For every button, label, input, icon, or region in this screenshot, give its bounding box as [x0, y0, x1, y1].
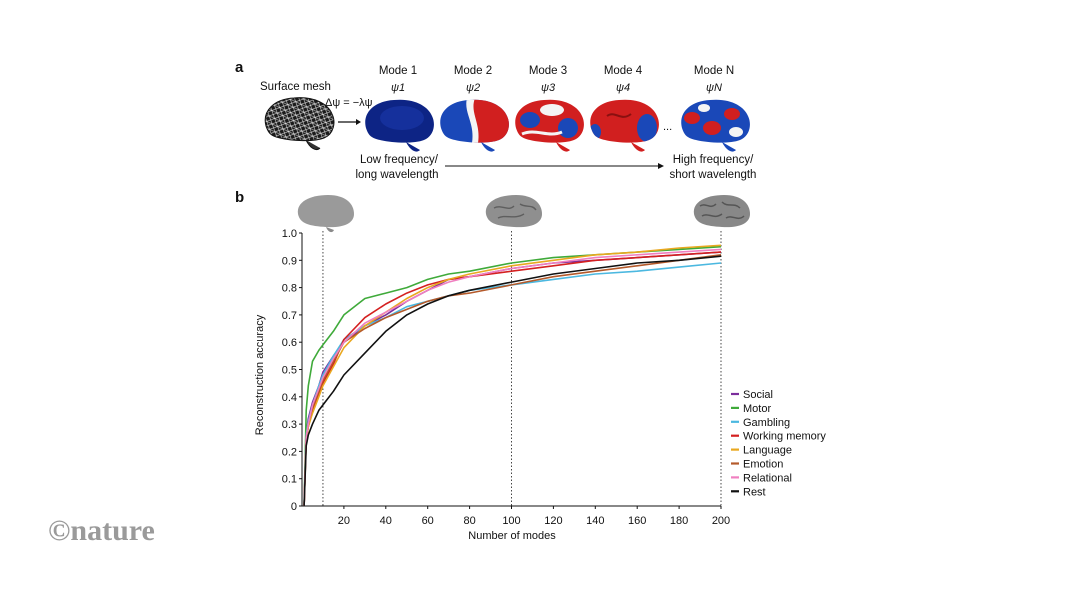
- x-tick-label: 60: [422, 515, 434, 527]
- y-tick-label: 0: [291, 501, 297, 513]
- equation-label: Δψ = −λψ: [325, 97, 373, 109]
- x-tick-label: 100: [502, 515, 520, 527]
- y-tick-label: 0.6: [282, 337, 297, 349]
- series-line-social: [303, 251, 722, 507]
- series-line-language: [303, 244, 722, 507]
- series-line-working-memory: [303, 251, 722, 507]
- series-line-rest: [303, 255, 722, 507]
- legend-label: Motor: [743, 403, 771, 415]
- series-line-emotion: [303, 254, 722, 507]
- x-tick-label: 160: [628, 515, 646, 527]
- mode-3-title: Mode 3: [529, 65, 567, 77]
- legend-label: Rest: [743, 486, 766, 498]
- ellipsis-label: ...: [663, 121, 672, 133]
- folded-brain-image-200: [693, 195, 750, 228]
- series-line-relational: [303, 248, 722, 507]
- mode-4-title: Mode 4: [604, 65, 643, 77]
- legend-label: Emotion: [743, 459, 783, 471]
- mode-4-brain-image: [590, 99, 659, 152]
- surface-mesh-label: Surface mesh: [260, 81, 331, 93]
- long-wavelength-label: long wavelength: [355, 169, 438, 181]
- mode-5-brain-image: [681, 99, 750, 152]
- panel-b-label: b: [235, 189, 244, 206]
- arrow-icon: [338, 119, 361, 125]
- panel-a-label: a: [235, 59, 244, 76]
- legend-label: Working memory: [743, 431, 826, 443]
- y-tick-label: 0.4: [282, 392, 297, 404]
- x-tick-label: 40: [380, 515, 392, 527]
- mode-1-brain-image: [365, 99, 434, 152]
- series-line-gambling: [303, 262, 722, 507]
- mode-3-eigenfunction-label: ψ3: [541, 82, 556, 94]
- legend-label: Gambling: [743, 417, 790, 429]
- mode-2-title: Mode 2: [454, 65, 492, 77]
- nature-logo: ©nature: [48, 514, 155, 547]
- low-frequency-label: Low frequency/: [360, 154, 439, 166]
- mode-2-eigenfunction-label: ψ2: [466, 82, 480, 94]
- x-tick-label: 140: [586, 515, 604, 527]
- legend: Social Motor Gambling Working memory Languag…: [731, 389, 826, 498]
- short-wavelength-label: short wavelength: [670, 169, 757, 181]
- y-tick-label: 0.5: [282, 365, 297, 377]
- y-tick-label: 1.0: [282, 228, 297, 240]
- y-tick-label: 0.2: [282, 446, 297, 458]
- series-line-motor: [303, 245, 722, 507]
- mode-4-eigenfunction-label: ψ4: [616, 82, 630, 94]
- mode-5-eigenfunction-label: ψN: [706, 82, 722, 94]
- smooth-brain-image: [297, 195, 354, 233]
- y-tick-label: 0.9: [282, 255, 297, 267]
- y-tick-label: 0.7: [282, 310, 297, 322]
- mode-1-title: Mode 1: [379, 65, 417, 77]
- surface-mesh-brain-image: [264, 97, 335, 151]
- x-tick-label: 120: [544, 515, 562, 527]
- x-tick-label: 20: [338, 515, 350, 527]
- high-frequency-label: High frequency/: [673, 154, 754, 166]
- y-tick-label: 0.1: [282, 474, 297, 486]
- plot-area: 0 0.1 0.2 0.3 0.4 0.5 0.6 0.7 0.8 0.9 1.0 20 40 60 80 1…: [282, 228, 730, 527]
- legend-label: Social: [743, 389, 773, 401]
- mode-5-title: Mode N: [694, 65, 734, 77]
- y-axis-label: Reconstruction accuracy: [254, 314, 266, 435]
- mode-2-brain-image: [440, 99, 509, 152]
- y-tick-label: 0.3: [282, 419, 297, 431]
- x-tick-label: 200: [712, 515, 730, 527]
- folded-brain-image-100: [485, 195, 542, 228]
- mode-3-brain-image: [515, 99, 584, 152]
- x-tick-label: 180: [670, 515, 688, 527]
- frequency-arrow-icon: [445, 163, 664, 169]
- mode-row: Mode 1 ψ1 Mode 2 ψ2 Mode 3 ψ3 Mode 4 ψ4 Mode N ψN: [365, 65, 750, 152]
- legend-label: Language: [743, 445, 792, 457]
- y-tick-label: 0.8: [282, 283, 297, 295]
- mode-1-eigenfunction-label: ψ1: [391, 82, 405, 94]
- x-axis-label: Number of modes: [468, 530, 556, 542]
- legend-label: Relational: [743, 472, 792, 484]
- x-tick-label: 80: [463, 515, 475, 527]
